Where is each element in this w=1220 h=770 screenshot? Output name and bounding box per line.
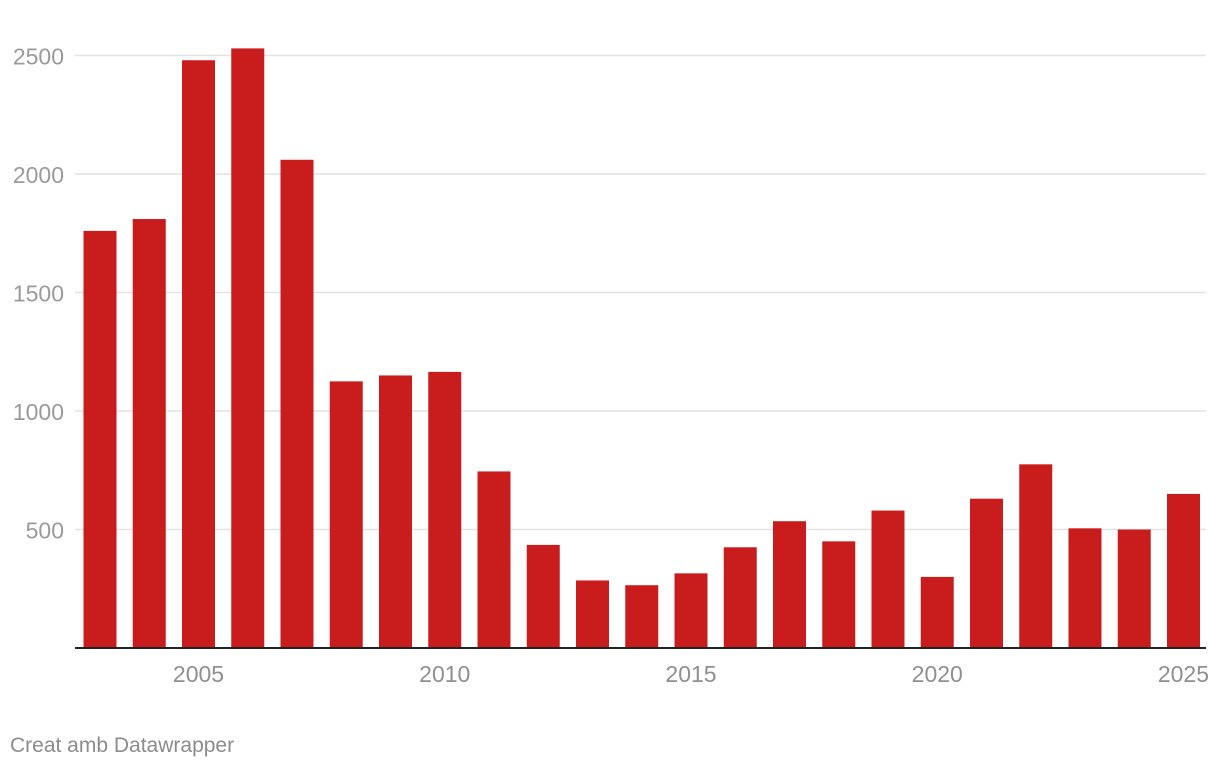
bar-2012 bbox=[526, 544, 560, 648]
bar-2009 bbox=[379, 375, 412, 648]
bar-2021 bbox=[970, 498, 1003, 648]
x-tick-label-2005: 2005 bbox=[173, 661, 224, 687]
bar-2003 bbox=[83, 230, 117, 648]
bar-2006 bbox=[231, 48, 265, 648]
x-tick-label-2015: 2015 bbox=[665, 661, 716, 687]
bar-2025 bbox=[1167, 493, 1200, 648]
bar-2023 bbox=[1068, 528, 1102, 648]
credit-text: Creat amb Datawrapper bbox=[10, 734, 235, 757]
bar-2022 bbox=[1019, 464, 1053, 648]
bar-2020 bbox=[920, 576, 954, 648]
x-tick-label-2010: 2010 bbox=[419, 661, 470, 687]
bar-2017 bbox=[773, 521, 806, 648]
bar-2011 bbox=[477, 471, 511, 648]
axes: 500 1000 1500 2000 2500 2005 2010 2015 2020 2025 bbox=[13, 44, 1209, 688]
y-tick-label-1000: 1000 bbox=[13, 399, 64, 425]
bar-2014 bbox=[625, 585, 659, 648]
bar-2018 bbox=[822, 541, 856, 648]
x-tick-label-2020: 2020 bbox=[912, 661, 963, 687]
bars bbox=[83, 48, 1200, 649]
bar-2010 bbox=[428, 371, 462, 648]
bar-2004 bbox=[132, 219, 166, 648]
bar-2016 bbox=[723, 547, 757, 648]
bar-2007 bbox=[280, 159, 314, 648]
bar-2019 bbox=[871, 510, 905, 648]
x-tick-label-2025: 2025 bbox=[1158, 661, 1209, 687]
bar-2005 bbox=[182, 60, 215, 649]
bar-2015 bbox=[674, 573, 708, 648]
bar-2008 bbox=[329, 381, 363, 648]
bar-2024 bbox=[1117, 529, 1151, 648]
y-tick-label-500: 500 bbox=[26, 518, 64, 544]
y-tick-label-1500: 1500 bbox=[13, 281, 64, 307]
bar-2013 bbox=[576, 580, 609, 648]
y-tick-label-2500: 2500 bbox=[13, 44, 64, 70]
y-tick-label-2000: 2000 bbox=[13, 162, 64, 188]
